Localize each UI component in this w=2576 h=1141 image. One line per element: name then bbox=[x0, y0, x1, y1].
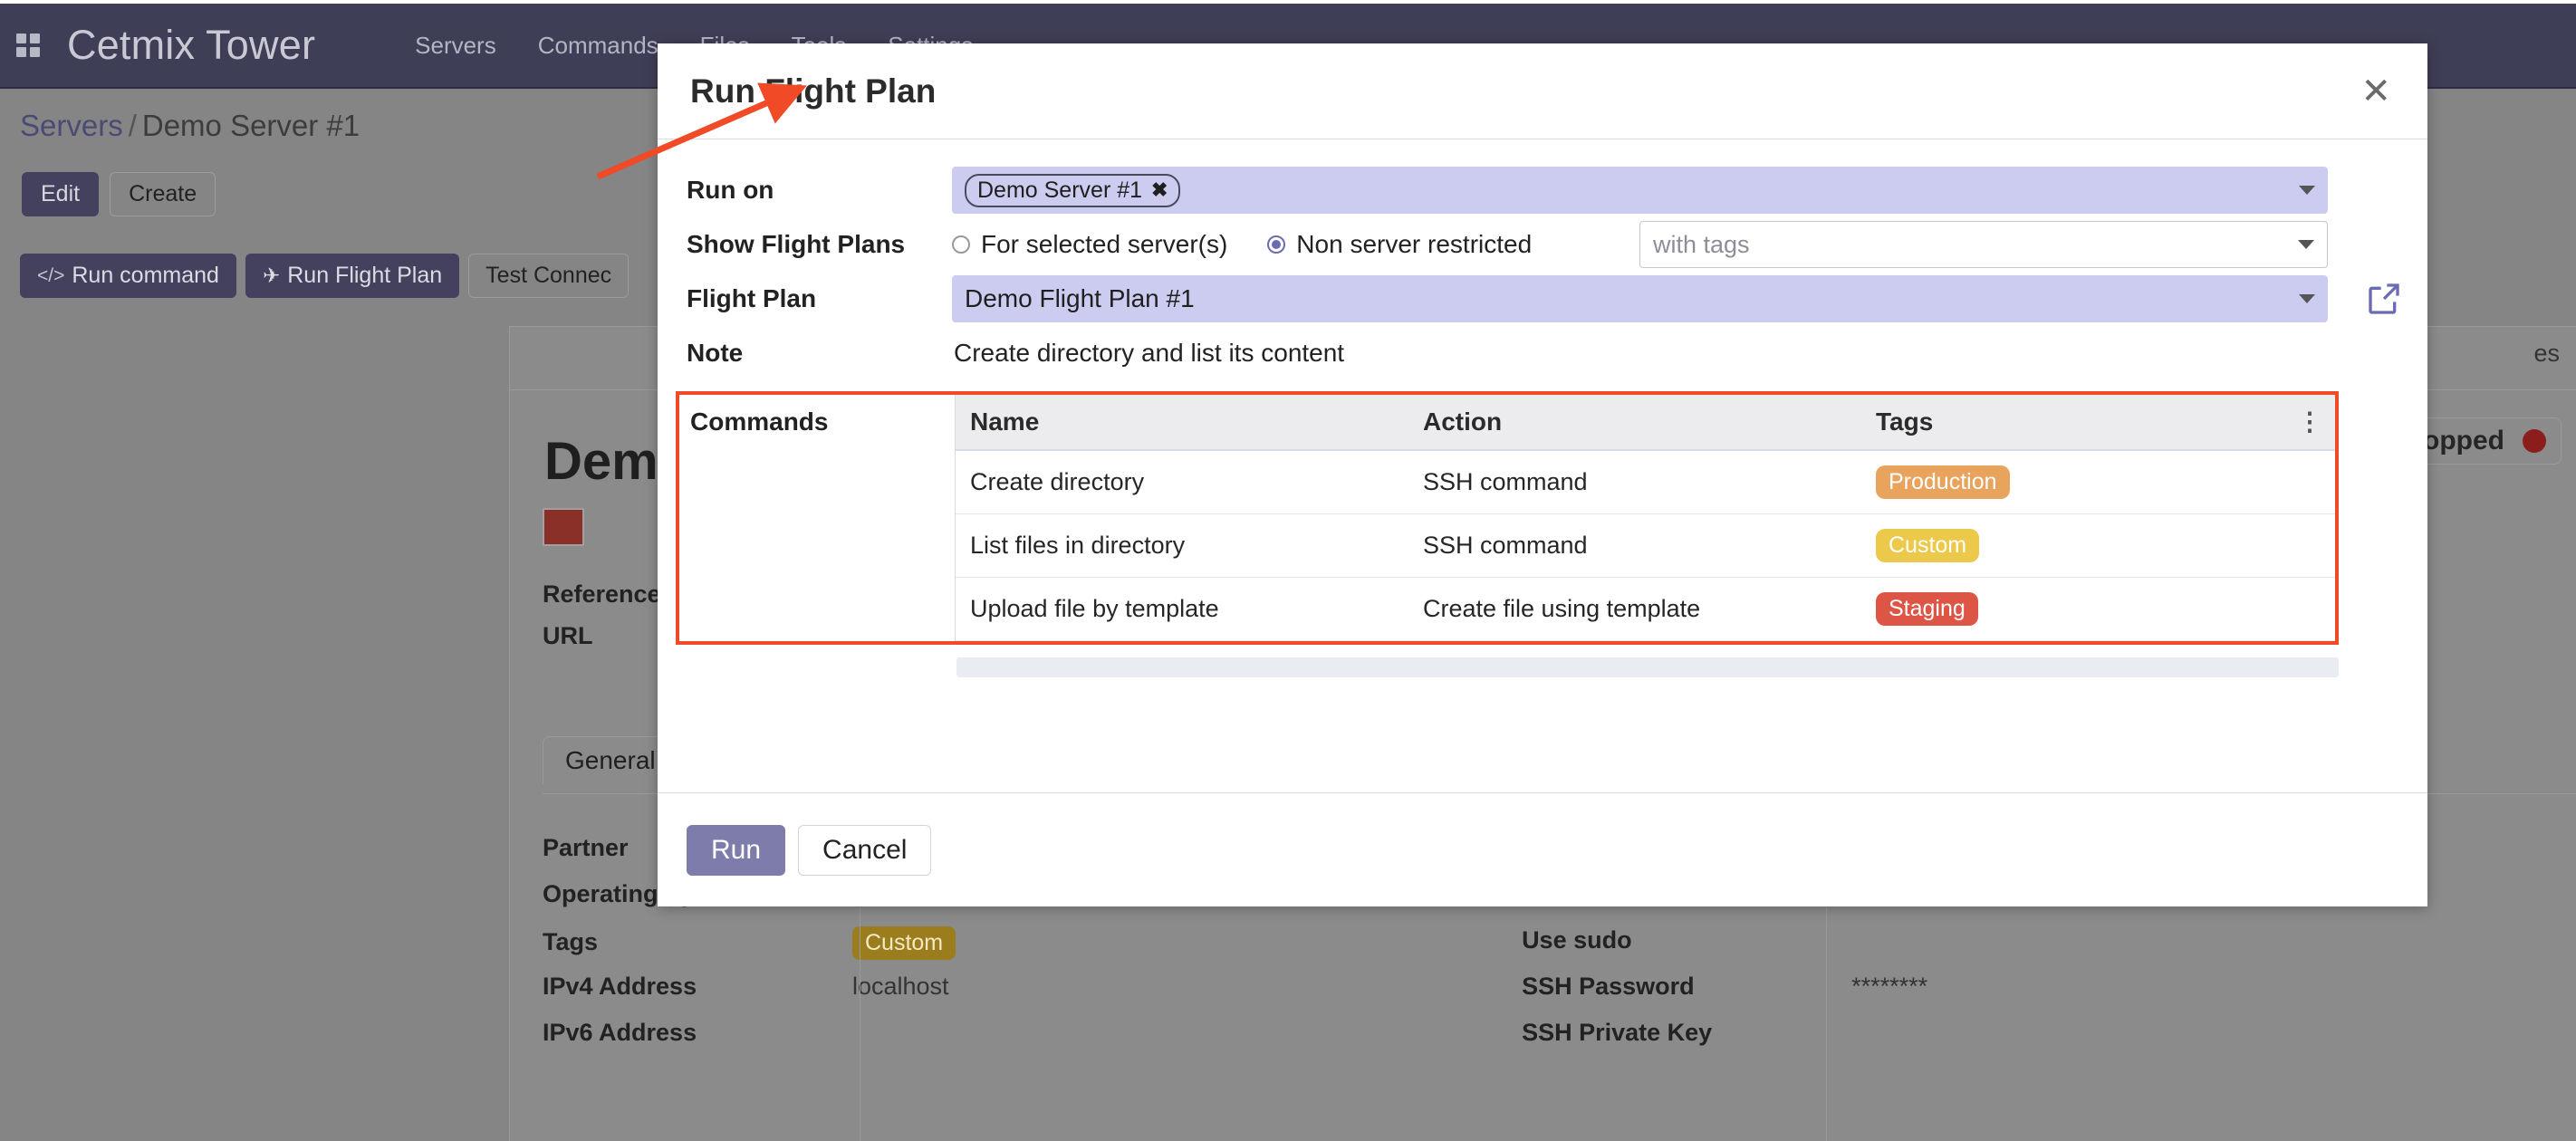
cell-name: Create directory bbox=[956, 450, 1408, 514]
dialog-title: Run Flight Plan bbox=[690, 72, 937, 110]
cell-action: Create file using template bbox=[1408, 577, 1861, 641]
dialog-body: Run on Demo Server #1 ✖ Show Flight Plan… bbox=[658, 139, 2427, 792]
plane-icon: ✈ bbox=[262, 264, 281, 287]
radio-non-server-restricted[interactable] bbox=[1267, 235, 1286, 254]
dialog-footer: Run Cancel bbox=[658, 792, 2427, 906]
commands-table: Name Action Tags ⋮ Create directory SSH … bbox=[956, 395, 2335, 641]
row-note: Note Create directory and list its conte… bbox=[658, 330, 2427, 377]
commands-horizontal-scrollbar[interactable] bbox=[956, 657, 2339, 677]
external-link-icon[interactable] bbox=[2366, 281, 2402, 317]
cell-tags: Custom bbox=[1861, 513, 2283, 578]
flight-plan-label: Flight Plan bbox=[687, 284, 817, 312]
run-command-button[interactable]: </> Run command bbox=[20, 254, 236, 298]
record-color-swatch[interactable] bbox=[543, 508, 584, 546]
row-flight-plan: Flight Plan Demo Flight Plan #1 bbox=[658, 275, 2427, 322]
table-row[interactable]: Upload file by template Create file usin… bbox=[956, 577, 2335, 641]
dialog-header: Run Flight Plan ✕ bbox=[658, 43, 2427, 139]
reference-label: Reference bbox=[543, 580, 661, 608]
app-brand[interactable]: Cetmix Tower bbox=[67, 22, 316, 68]
radio-for-selected-servers[interactable] bbox=[952, 235, 970, 254]
run-flight-plan-dialog: Run Flight Plan ✕ Run on Demo Server #1 … bbox=[658, 43, 2427, 906]
chevron-down-icon[interactable] bbox=[2299, 294, 2315, 303]
nav-item-servers[interactable]: Servers bbox=[415, 31, 496, 59]
edit-button[interactable]: Edit bbox=[22, 172, 100, 216]
show-flight-plans-label: Show Flight Plans bbox=[687, 230, 906, 258]
status-badge-label: opped bbox=[2423, 426, 2504, 455]
row-run-on: Run on Demo Server #1 ✖ bbox=[658, 167, 2427, 214]
code-icon: </> bbox=[37, 264, 65, 286]
column-header-tags[interactable]: Tags bbox=[1861, 395, 2283, 451]
column-header-name[interactable]: Name bbox=[956, 395, 1408, 451]
tag-pill-production: Production bbox=[1876, 465, 2010, 499]
chevron-down-icon[interactable] bbox=[2299, 186, 2315, 195]
field-ssh-private-key: SSH Private Key bbox=[1522, 1019, 1713, 1046]
breadcrumb-current: Demo Server #1 bbox=[141, 109, 360, 142]
run-button[interactable]: Run bbox=[687, 824, 786, 876]
commands-label: Commands bbox=[679, 395, 956, 641]
remove-chip-icon[interactable]: ✖ bbox=[1151, 178, 1168, 201]
cell-name: List files in directory bbox=[956, 513, 1408, 578]
cell-action: SSH command bbox=[1408, 450, 1861, 514]
server-chip-label: Demo Server #1 bbox=[977, 177, 1143, 203]
breadcrumb-root[interactable]: Servers bbox=[20, 109, 123, 142]
table-row[interactable]: List files in directory SSH command Cust… bbox=[956, 513, 2335, 578]
status-badge: opped bbox=[2408, 417, 2562, 465]
table-row[interactable]: Create directory SSH command Production bbox=[956, 450, 2335, 514]
row-show-flight-plans: Show Flight Plans For selected server(s)… bbox=[658, 221, 2427, 268]
cell-tags: Production bbox=[1861, 450, 2283, 514]
column-header-action[interactable]: Action bbox=[1408, 395, 1861, 451]
run-flight-plan-button[interactable]: ✈ Run Flight Plan bbox=[245, 254, 460, 298]
cell-name: Upload file by template bbox=[956, 577, 1408, 641]
record-secondary-buttons: </> Run command ✈ Run Flight Plan Test C… bbox=[20, 254, 630, 298]
table-header-row: Name Action Tags ⋮ bbox=[956, 395, 2335, 451]
close-icon[interactable]: ✕ bbox=[2360, 71, 2391, 111]
cancel-button[interactable]: Cancel bbox=[798, 824, 932, 876]
note-label: Note bbox=[687, 339, 744, 367]
run-on-select[interactable]: Demo Server #1 ✖ bbox=[952, 167, 2328, 214]
run-flight-plan-label: Run Flight Plan bbox=[287, 263, 443, 288]
create-button[interactable]: Create bbox=[110, 172, 216, 216]
cell-tags: Staging bbox=[1861, 577, 2283, 641]
test-connection-button[interactable]: Test Connec bbox=[468, 254, 630, 298]
field-partner: Partner bbox=[543, 834, 629, 861]
kebab-menu-icon[interactable]: ⋮ bbox=[2283, 395, 2335, 451]
flight-plan-select[interactable]: Demo Flight Plan #1 bbox=[952, 275, 2328, 322]
server-chip[interactable]: Demo Server #1 ✖ bbox=[965, 173, 1181, 207]
radio-non-server-restricted-label[interactable]: Non server restricted bbox=[1296, 230, 1533, 258]
tag-chip-custom[interactable]: Custom bbox=[852, 926, 956, 960]
with-tags-select[interactable]: with tags bbox=[1639, 221, 2328, 268]
chevron-down-icon[interactable] bbox=[2298, 240, 2314, 249]
run-on-label: Run on bbox=[687, 176, 774, 204]
radio-for-selected-servers-label[interactable]: For selected server(s) bbox=[981, 230, 1228, 258]
field-ipv4-address: IPv4 Address localhost bbox=[543, 973, 949, 1000]
field-tags: Tags Custom bbox=[510, 926, 1509, 973]
status-dot-icon bbox=[2523, 429, 2546, 453]
tag-pill-custom: Custom bbox=[1876, 529, 1980, 562]
url-label: URL bbox=[543, 622, 593, 649]
with-tags-placeholder: with tags bbox=[1653, 230, 1750, 258]
smart-button-label[interactable]: es bbox=[2533, 340, 2560, 367]
record-action-buttons: Edit Create bbox=[22, 172, 216, 216]
column-divider bbox=[1826, 834, 1828, 1141]
commands-highlight-box: Commands Name Action Tags ⋮ bbox=[676, 391, 2339, 645]
breadcrumb-separator: / bbox=[128, 109, 137, 142]
cell-action: SSH command bbox=[1408, 513, 1861, 578]
field-ssh-password: SSH Password ******** bbox=[1522, 973, 1928, 1000]
note-value: Create directory and list its content bbox=[954, 339, 1345, 367]
grid-apps-icon[interactable] bbox=[16, 34, 40, 57]
run-command-label: Run command bbox=[72, 263, 219, 288]
flight-plan-value: Demo Flight Plan #1 bbox=[965, 284, 1195, 312]
breadcrumb: Servers / Demo Server #1 bbox=[20, 109, 360, 143]
tag-pill-staging: Staging bbox=[1876, 592, 1978, 626]
nav-item-commands[interactable]: Commands bbox=[537, 31, 658, 59]
tab-general[interactable]: General bbox=[543, 736, 678, 784]
field-ipv6-address: IPv6 Address bbox=[543, 1019, 697, 1046]
field-use-sudo: Use sudo bbox=[1522, 926, 1632, 954]
